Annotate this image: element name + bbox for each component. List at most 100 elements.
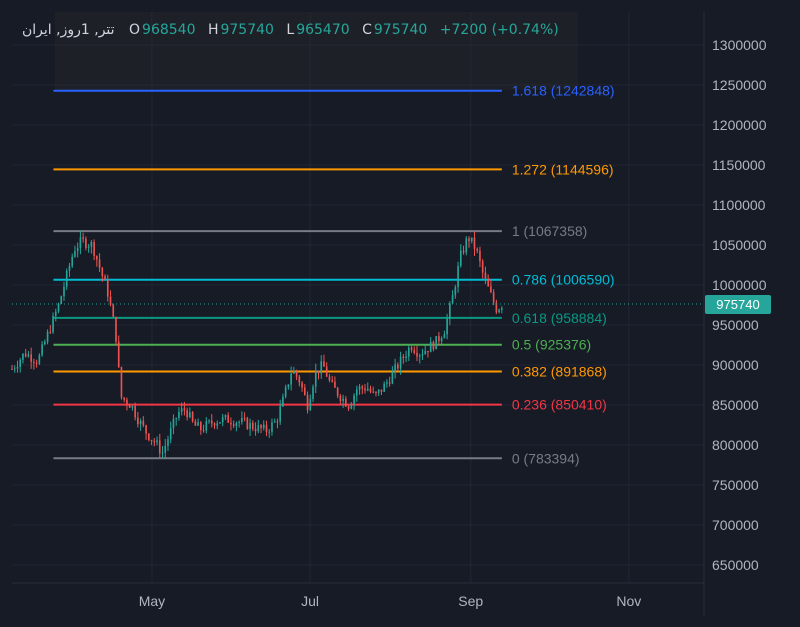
- candle-body: [238, 421, 240, 424]
- candle-body: [416, 352, 418, 357]
- candle-body: [380, 389, 383, 392]
- candle-body: [397, 364, 399, 369]
- candle-body: [260, 424, 262, 429]
- candle-body: [87, 246, 90, 248]
- candle-body: [74, 251, 76, 257]
- y-tick-label: 750000: [712, 477, 759, 493]
- fib-level-label: 0.5 (925376): [512, 337, 591, 353]
- symbol-title[interactable]: تتر, 1روز, ایران: [22, 22, 115, 38]
- candle-body: [492, 292, 495, 303]
- candle-body: [71, 256, 74, 267]
- candle-body: [303, 387, 306, 396]
- candle-body: [189, 412, 191, 418]
- candle-body: [65, 270, 68, 287]
- candle-body: [391, 371, 394, 384]
- candle-body: [98, 259, 101, 268]
- candle-body: [438, 336, 440, 342]
- close-value: 975740: [373, 22, 428, 38]
- candle-body: [44, 341, 46, 345]
- candle-body: [172, 418, 175, 429]
- candle-body: [388, 382, 391, 384]
- candle-body: [57, 303, 60, 312]
- grid-lines: [12, 12, 704, 583]
- price-axis[interactable]: 650000 700000 750000 800000 850000 900000 9500…: [712, 37, 767, 573]
- candle-body: [435, 336, 437, 350]
- time-axis[interactable]: May Jul Sep Nov: [139, 593, 642, 609]
- y-tick-label: 1050000: [712, 237, 767, 253]
- candle-body: [312, 386, 314, 399]
- candle-body: [216, 423, 219, 426]
- candle-body: [164, 445, 167, 453]
- low-label: L: [286, 22, 295, 38]
- candle-body: [112, 304, 115, 317]
- candle-body: [145, 425, 147, 434]
- candle-body: [268, 431, 271, 433]
- candle-body: [361, 386, 364, 389]
- fibonacci-retracement[interactable]: 0 (783394) 0.236 (850410) 0.382 (891868) 0.…: [53, 83, 615, 467]
- candle-body: [364, 388, 366, 391]
- fib-level-label: 0 (783394): [512, 450, 580, 466]
- candle-body: [41, 344, 43, 356]
- candle-body: [202, 430, 205, 432]
- candle-body: [440, 338, 443, 342]
- candle-body: [328, 376, 331, 381]
- candle-body: [175, 417, 178, 419]
- change-value: +7200 (+0.74%): [439, 22, 559, 38]
- candle-body: [424, 350, 427, 355]
- candle-body: [273, 421, 276, 423]
- candle-body: [457, 266, 459, 288]
- candle-body: [369, 388, 372, 392]
- candle-body: [317, 370, 320, 374]
- candle-body: [60, 296, 63, 304]
- candle-body: [418, 355, 421, 357]
- candle-body: [377, 389, 380, 394]
- candle-body: [158, 440, 161, 454]
- candle-body: [353, 395, 355, 405]
- candle-body: [320, 361, 323, 374]
- candle-body: [427, 350, 429, 353]
- candle-body: [301, 382, 303, 388]
- candle-body: [11, 369, 13, 370]
- candle-body: [241, 418, 243, 422]
- x-tick-label: May: [139, 593, 165, 609]
- fib-level-label: 0.786 (1006590): [512, 272, 615, 288]
- candle-body: [298, 376, 301, 383]
- candle-body: [52, 315, 54, 333]
- candle-body: [63, 286, 65, 297]
- candle-body: [366, 388, 369, 391]
- candle-body: [183, 408, 186, 411]
- candle-body: [96, 255, 98, 260]
- candle-body: [331, 380, 333, 382]
- candle-body: [479, 250, 481, 262]
- candle-body: [90, 241, 93, 247]
- candle-body: [487, 278, 489, 287]
- candle-body: [79, 237, 82, 248]
- candle-body: [161, 452, 164, 454]
- fib-level-label: 0.618 (958884): [512, 310, 607, 326]
- fib-level-label: 0.382 (891868): [512, 364, 607, 380]
- candle-body: [495, 302, 498, 313]
- candle-body: [22, 353, 24, 360]
- candle-body: [104, 276, 106, 280]
- candle-body: [405, 356, 407, 359]
- candle-body: [213, 423, 216, 426]
- candle-body: [16, 366, 19, 369]
- candle-body: [451, 295, 454, 304]
- candle-body: [227, 415, 230, 423]
- candle-body: [334, 381, 336, 388]
- candle-body: [295, 370, 298, 377]
- candle-body: [210, 420, 213, 424]
- candle-body: [167, 439, 169, 446]
- y-tick-label: 1100000: [712, 197, 766, 213]
- candle-body: [243, 418, 246, 420]
- x-tick-label: Nov: [616, 593, 641, 609]
- chart-legend: تتر, 1روز, ایران O 968540 H 975740 L 965470…: [22, 22, 567, 38]
- candle-body: [410, 347, 413, 350]
- y-tick-label: 650000: [712, 557, 759, 573]
- candle-body: [186, 410, 188, 418]
- y-tick-label: 800000: [712, 437, 759, 453]
- candle-body: [345, 398, 347, 407]
- y-tick-label: 1300000: [712, 37, 767, 53]
